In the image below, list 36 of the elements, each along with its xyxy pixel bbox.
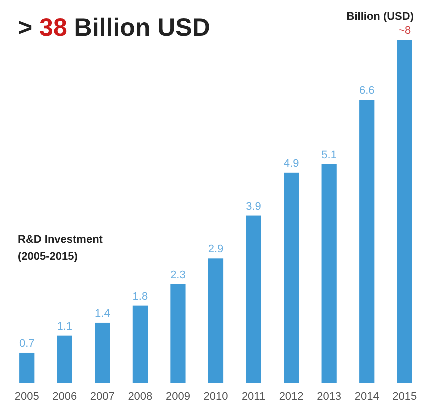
x-tick-label: 2005	[14, 391, 40, 403]
data-label: 2.9	[208, 244, 224, 256]
data-label: 1.4	[95, 308, 110, 320]
bar	[132, 306, 148, 383]
x-tick-label: 2012	[279, 391, 304, 403]
bar	[20, 352, 35, 383]
x-tick-label: 2006	[52, 391, 78, 403]
bar	[246, 216, 262, 383]
text: Billion (USD)	[346, 11, 414, 23]
data-label: ~8	[398, 25, 412, 37]
x-tick-label: 2008	[128, 391, 153, 403]
annotation: R&D Investment (2005-2015)	[18, 234, 104, 263]
x-tick-label: 2013	[317, 391, 342, 403]
data-label: 2.3	[170, 269, 186, 282]
x-tick-label: 2010	[204, 391, 228, 403]
data-label: 1.1	[57, 320, 73, 333]
bar	[322, 164, 337, 383]
bar	[57, 336, 72, 383]
x-tick-label: 2011	[242, 391, 266, 403]
data-label: 6.6	[359, 85, 375, 98]
data-label: 1.8	[132, 290, 148, 303]
x-tick-label: 2007	[90, 391, 115, 403]
bar	[95, 322, 110, 383]
data-label: 0.7	[19, 338, 35, 350]
data-label: 4.9	[284, 158, 300, 170]
x-tick-label: 2009	[166, 391, 190, 403]
bar	[397, 40, 412, 383]
x-tick-label: 2014	[354, 391, 380, 403]
bar	[208, 258, 224, 383]
chart-title: > 38 Billion USD	[18, 14, 210, 42]
bar	[360, 100, 375, 383]
data-label: 5.1	[322, 149, 337, 162]
bar	[284, 172, 300, 383]
data-label: 3.9	[246, 200, 262, 213]
x-tick-label: 2015	[392, 391, 418, 403]
bar	[170, 284, 186, 383]
